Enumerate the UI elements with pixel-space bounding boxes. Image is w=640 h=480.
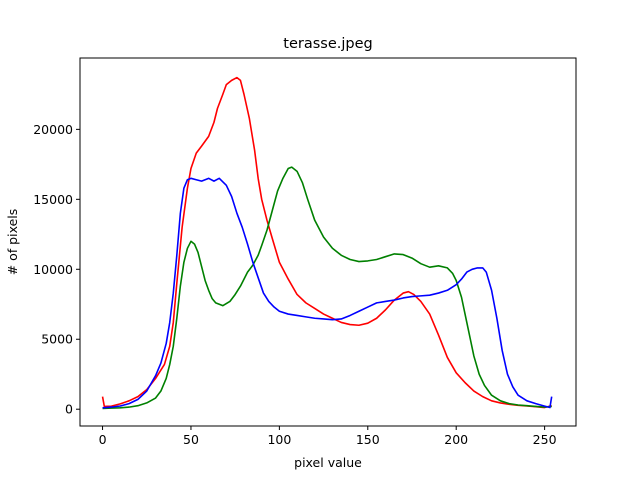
plot-frame: [79, 57, 577, 427]
y-tick-label: 20000: [33, 122, 73, 137]
y-tick-label: 10000: [33, 262, 73, 277]
x-tick-label: 100: [267, 432, 291, 447]
x-axis-ticks: 0 50 100 150 200 250: [99, 426, 557, 447]
series-layer: [101, 76, 553, 410]
x-tick-label: 250: [533, 432, 557, 447]
red-channel-line: [101, 76, 552, 409]
y-tick-label: 15000: [33, 192, 73, 207]
y-tick-label: 5000: [41, 332, 73, 347]
x-tick-label: 0: [99, 432, 107, 447]
green-channel-line: [102, 166, 552, 410]
y-axis-label: # of pixels: [5, 209, 20, 276]
x-tick-label: 200: [444, 432, 468, 447]
x-axis-label: pixel value: [294, 455, 362, 470]
chart-title: terasse.jpeg: [283, 36, 372, 52]
y-tick-label: 0: [65, 402, 73, 417]
x-tick-label: 150: [356, 432, 380, 447]
y-axis-ticks: 0 5000 10000 15000 20000: [33, 122, 80, 417]
blue-channel-line: [102, 177, 553, 409]
x-tick-label: 50: [183, 432, 199, 447]
